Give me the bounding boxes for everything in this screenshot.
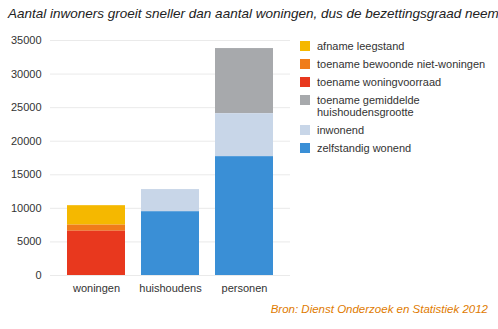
html-text:toename gemiddelde huishoudens: toename gemiddelde huishoudensgrootte — [317, 94, 420, 118]
svg-text:0: 0 — [35, 269, 41, 281]
html-text:Bron: Dienst Onderzoek en Stat: Bron: Dienst Onderzoek en Statistiek 201… — [270, 303, 488, 315]
svg-text:35000: 35000 — [11, 34, 42, 46]
svg-text:25000: 25000 — [11, 101, 42, 113]
svg-text:10000: 10000 — [11, 202, 42, 214]
svg-text:huishoudens: huishoudens — [139, 282, 202, 294]
svg-text:5000: 5000 — [17, 235, 41, 247]
html-text:toename woningvoorraad: toename woningvoorraad — [317, 76, 442, 88]
html-text:toename bewoonde niet-woningen: toename bewoonde niet-woningen — [317, 58, 486, 70]
html-text:afname leegstand: afname leegstand — [317, 40, 405, 52]
svg-text:personen: personen — [222, 282, 268, 294]
svg-text:woningen: woningen — [72, 282, 120, 294]
html-text:zelfstandig wonend: zelfstandig wonend — [317, 142, 412, 154]
html-text:inwonend: inwonend — [317, 124, 365, 136]
svg-text:20000: 20000 — [11, 135, 42, 147]
svg-text:30000: 30000 — [11, 68, 42, 80]
svg-text:15000: 15000 — [11, 168, 42, 180]
